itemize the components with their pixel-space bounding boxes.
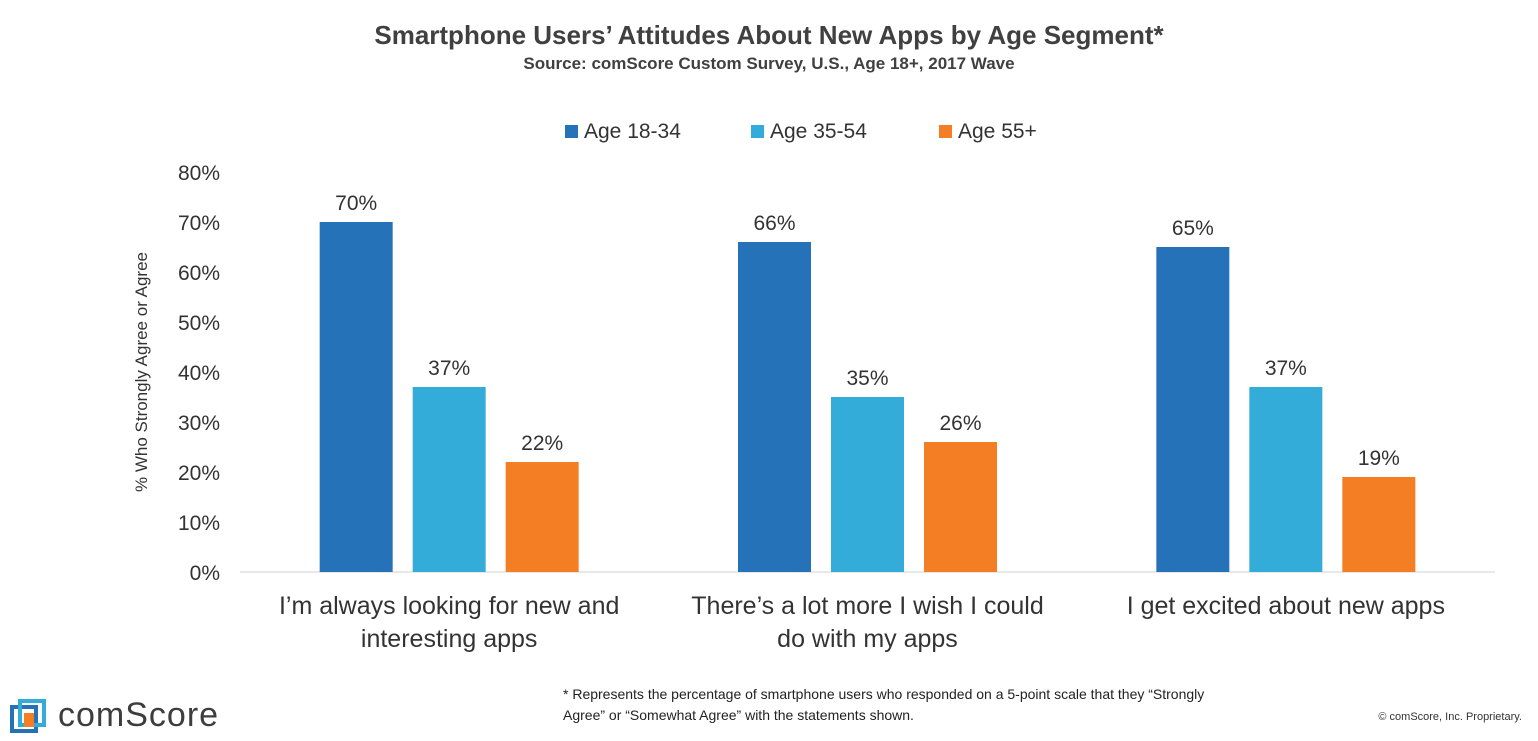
bar — [505, 462, 579, 572]
y-tick-label: 50% — [178, 312, 220, 335]
x-category-label: I get excited about new apps — [1127, 592, 1445, 620]
y-tick-label: 60% — [178, 262, 220, 285]
y-tick-label: 70% — [178, 212, 220, 235]
data-label: 26% — [939, 412, 981, 435]
y-axis-title: % Who Strongly Agree or Agree — [132, 252, 151, 492]
data-label: 19% — [1358, 447, 1400, 470]
chart-title: Smartphone Users’ Attitudes About New Ap… — [374, 20, 1164, 50]
legend-swatch — [939, 125, 952, 138]
y-tick-label: 0% — [190, 562, 220, 585]
x-category-label: There’s a lot more I wish I could — [691, 592, 1043, 620]
bar-chart: 0% 10% 20% 30% 40% 50% 60% 70% 80% % Who Strongly… — [132, 120, 1495, 653]
bar — [412, 387, 486, 572]
x-category-label: do with my apps — [777, 625, 958, 653]
legend-swatch — [565, 125, 578, 138]
bar — [1342, 477, 1416, 572]
y-tick-label: 40% — [178, 362, 220, 385]
chart-subtitle: Source: comScore Custom Survey, U.S., Ag… — [523, 54, 1015, 73]
bar — [738, 242, 811, 572]
y-tick-label: 20% — [178, 462, 220, 485]
bar — [1249, 387, 1323, 572]
x-category-label: I’m always looking for new and — [279, 592, 619, 620]
y-tick-label: 80% — [178, 162, 220, 185]
y-tick-label: 10% — [178, 512, 220, 535]
legend-label: Age 35-54 — [770, 120, 867, 143]
bar — [924, 442, 997, 572]
x-category-label: interesting apps — [361, 625, 538, 653]
footnote: * Represents the percentage of smartphon… — [563, 684, 1323, 726]
y-tick-label: 30% — [178, 412, 220, 435]
comscore-logo-icon — [10, 699, 46, 733]
data-label: 37% — [428, 357, 470, 380]
footnote-line-1: * Represents the percentage of smartphon… — [563, 686, 1205, 702]
legend-label: Age 55+ — [958, 120, 1037, 143]
copyright-notice: © comScore, Inc. Proprietary. — [1378, 711, 1522, 723]
footnote-line-2: Agree” or “Somewhat Agree” with the stat… — [563, 707, 914, 723]
legend-swatch — [751, 125, 764, 138]
data-label: 66% — [753, 212, 795, 235]
bar — [1156, 247, 1230, 572]
data-label: 70% — [335, 192, 377, 215]
bar — [831, 397, 904, 572]
data-label: 37% — [1265, 357, 1307, 380]
bar — [319, 222, 393, 572]
data-label: 65% — [1172, 217, 1214, 240]
comscore-logo-text: comScore — [58, 696, 220, 734]
data-label: 35% — [846, 367, 888, 390]
legend-label: Age 18-34 — [584, 120, 681, 143]
data-label: 22% — [521, 432, 563, 455]
